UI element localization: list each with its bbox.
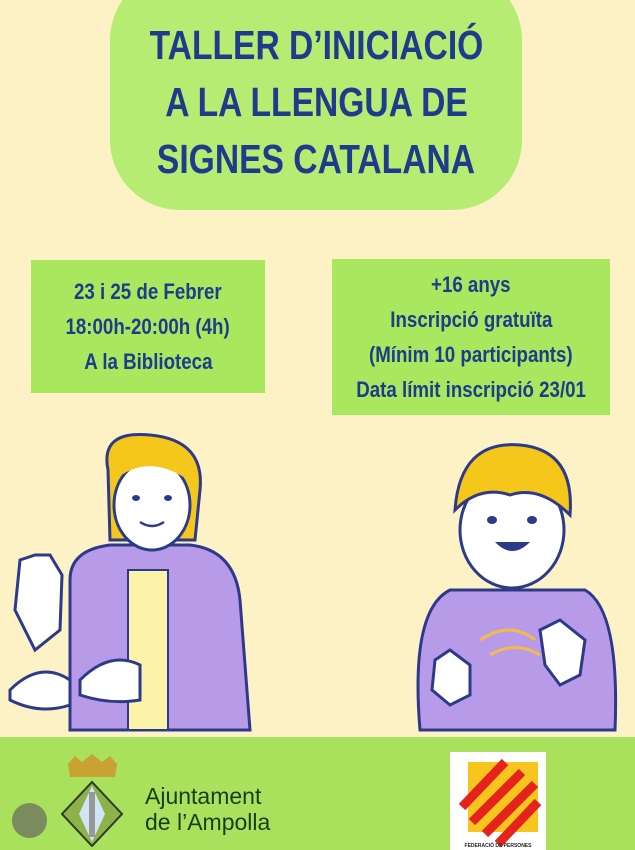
council-line: Ajuntament (145, 783, 262, 809)
registration-info-box: +16 anys Inscripció gratuïta (Mínim 10 p… (332, 259, 610, 415)
date-info-box: 23 i 25 de Febrer 18:00h-20:00h (4h) A l… (31, 260, 265, 393)
title-line: SIGNES CATALANA (156, 136, 476, 182)
fee-text: Inscripció gratuïta (389, 307, 553, 332)
age-text: +16 anys (431, 272, 511, 297)
deadline-text: Data límit inscripció 23/01 (356, 377, 586, 402)
fesoca-logo: FEDERACIÓ DE PERSONES (450, 752, 546, 850)
minimum-text: (Mínim 10 participants) (369, 342, 573, 367)
ampolla-coat-of-arms-logo (60, 754, 124, 847)
council-line: de l’Ampolla (145, 809, 271, 835)
date-text: 23 i 25 de Febrer (74, 279, 222, 304)
signer-illustration-right (416, 443, 618, 732)
signer-illustration-left (8, 432, 252, 732)
title-line: A LA LLENGUA DE (164, 79, 468, 125)
council-name: Ajuntament de l’Ampolla (145, 783, 270, 835)
profile-avatar-button[interactable] (12, 803, 47, 838)
fesoca-subtitle: FEDERACIÓ DE PERSONES (464, 843, 532, 849)
title-line: TALLER D’INICIACIÓ (149, 22, 483, 68)
time-text: 18:00h-20:00h (4h) (65, 314, 231, 339)
location-text: A la Biblioteca (83, 349, 213, 374)
poster-title: TALLER D’INICIACIÓ A LA LLENGUA DE SIGNE… (110, 0, 522, 210)
